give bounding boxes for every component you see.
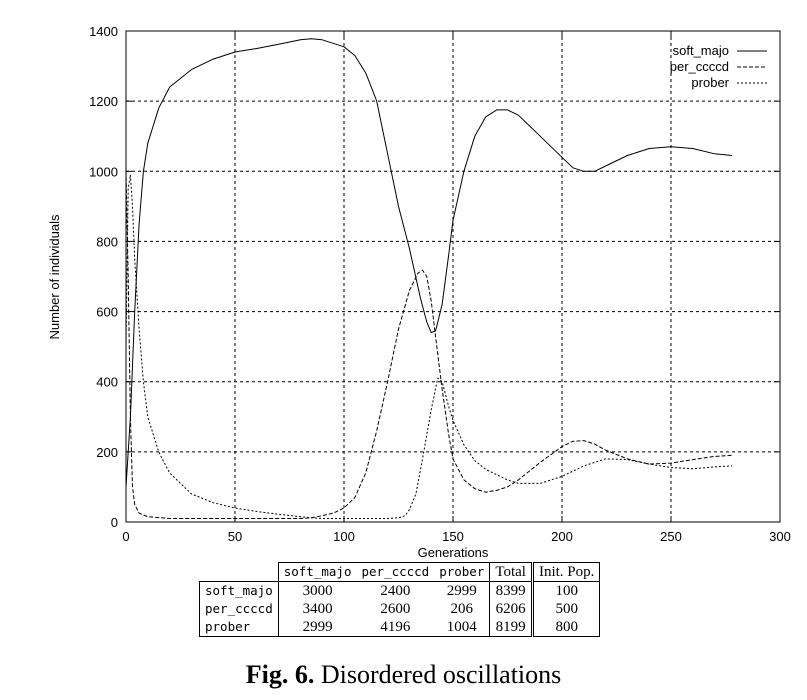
header-per-ccccd: per_ccccd — [356, 562, 435, 582]
table-cell: 1004 — [434, 618, 490, 637]
row-label: soft_majo — [199, 581, 279, 600]
figure-caption: Fig. 6. Disordered oscillations — [0, 660, 807, 690]
table-cell: 2999 — [446, 583, 477, 599]
table-row: soft_majo 3000 2400 2999 8399 100 — [199, 581, 601, 600]
table-row: prober 2999 4196 1004 8199 800 — [199, 618, 601, 637]
x-tick-label: 50 — [228, 529, 242, 544]
y-tick-label: 0 — [111, 515, 118, 530]
table-cell: 3400 — [302, 601, 333, 617]
series-line-prober — [125, 174, 733, 519]
table-cell-total: 8399 — [489, 581, 533, 600]
legend-label-per-ccccd: per_ccccd — [670, 59, 729, 74]
header-soft-majo: soft_majo — [277, 562, 357, 582]
table-header-row: soft_majo per_ccccd prober Total Init. P… — [200, 562, 601, 582]
series-line-soft-majo — [125, 38, 733, 487]
table-cell-total: 8199 — [489, 618, 533, 637]
series-lines — [125, 38, 733, 519]
caption-text: Disordered oscillations — [320, 660, 562, 689]
row-label: prober — [199, 618, 279, 637]
table-cell: 4196 — [356, 618, 435, 637]
table-cell-init: 100 — [530, 581, 601, 600]
y-tick-label: 1000 — [89, 164, 118, 179]
caption-prefix: Fig. 6. — [245, 660, 315, 689]
x-tick-label: 300 — [769, 529, 791, 544]
header-total: Total — [489, 562, 533, 582]
y-tick-label: 800 — [96, 234, 118, 249]
table-cell-init: 500 — [530, 600, 601, 618]
table-cell: 2400 — [380, 583, 411, 599]
x-tick-label: 0 — [122, 529, 129, 544]
legend-label-prober: prober — [691, 75, 729, 90]
y-tick-label: 1400 — [89, 24, 118, 39]
x-tick-label: 100 — [333, 529, 355, 544]
table-row: per_ccccd 3400 2600 206 6206 500 — [199, 600, 601, 618]
results-table: soft_majo per_ccccd prober Total Init. P… — [199, 562, 601, 637]
y-tick-label: 200 — [96, 445, 118, 460]
y-tick-label: 1200 — [89, 94, 118, 109]
x-tick-label: 200 — [551, 529, 573, 544]
series-line-per-ccccd — [125, 171, 733, 519]
y-tick-label: 600 — [96, 305, 118, 320]
header-prober: prober — [434, 562, 491, 582]
row-label: per_ccccd — [199, 600, 279, 618]
table-cell: 206 — [450, 601, 474, 617]
y-axis-label: Number of individuals — [47, 214, 62, 340]
chart: 0 50 100 150 200 250 300 0 200 400 600 800 1000 1200 1… — [47, 24, 791, 560]
y-tick-label: 400 — [96, 375, 118, 390]
grid-lines — [126, 31, 780, 522]
table-cell: 2999 — [278, 618, 357, 637]
table-cell: 3000 — [302, 583, 333, 599]
header-init-pop: Init. Pop. — [530, 562, 601, 582]
table-cell: 2600 — [380, 601, 411, 617]
results-table-wrap: soft_majo per_ccccd prober Total Init. P… — [199, 562, 601, 637]
legend-label-soft-majo: soft_majo — [673, 43, 729, 58]
x-axis-label: Generations — [418, 545, 489, 560]
axis-ticks: 0 50 100 150 200 250 300 0 200 400 600 800 1000 1200 1… — [89, 24, 791, 544]
table-cell-total: 6206 — [489, 600, 533, 618]
table-cell-init: 800 — [530, 618, 601, 637]
x-tick-label: 150 — [442, 529, 464, 544]
x-tick-label: 250 — [660, 529, 682, 544]
